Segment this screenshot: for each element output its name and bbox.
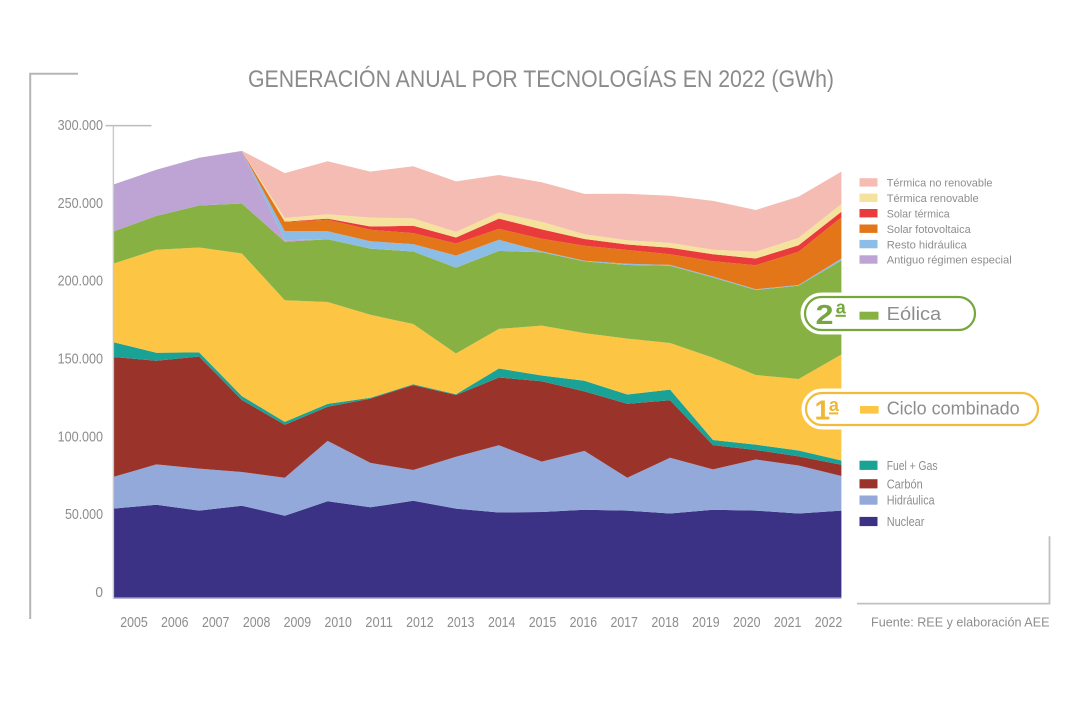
svg-text:Carbón: Carbón bbox=[887, 476, 923, 491]
svg-text:2016: 2016 bbox=[570, 614, 598, 631]
svg-text:2022: 2022 bbox=[815, 614, 843, 631]
svg-text:2: 2 bbox=[816, 299, 834, 330]
svg-text:300.000: 300.000 bbox=[58, 118, 103, 134]
svg-text:2014: 2014 bbox=[488, 614, 516, 631]
svg-text:Solar fotovoltaica: Solar fotovoltaica bbox=[887, 224, 972, 236]
svg-text:2019: 2019 bbox=[692, 614, 720, 631]
svg-text:Fuel + Gas: Fuel + Gas bbox=[887, 458, 938, 473]
svg-text:2007: 2007 bbox=[202, 614, 230, 631]
svg-text:Resto hidráulica: Resto hidráulica bbox=[887, 239, 968, 251]
svg-text:2015: 2015 bbox=[529, 614, 557, 631]
svg-text:50.000: 50.000 bbox=[65, 507, 103, 523]
svg-text:150.000: 150.000 bbox=[58, 352, 103, 368]
svg-text:200.000: 200.000 bbox=[58, 274, 103, 290]
svg-text:2010: 2010 bbox=[324, 614, 352, 631]
svg-text:2006: 2006 bbox=[161, 614, 189, 631]
svg-text:2018: 2018 bbox=[651, 614, 679, 631]
svg-text:a: a bbox=[829, 395, 840, 415]
svg-text:0: 0 bbox=[95, 585, 103, 601]
svg-text:2008: 2008 bbox=[243, 614, 271, 631]
svg-text:2011: 2011 bbox=[365, 614, 393, 631]
svg-text:100.000: 100.000 bbox=[58, 429, 103, 445]
svg-text:a: a bbox=[836, 298, 847, 318]
svg-text:Fuente: REE y elaboración AEE: Fuente: REE y elaboración AEE bbox=[871, 614, 1050, 629]
svg-text:1: 1 bbox=[815, 395, 831, 426]
svg-text:2017: 2017 bbox=[610, 614, 638, 631]
svg-text:Ciclo combinado: Ciclo combinado bbox=[887, 397, 1020, 418]
svg-text:Térmica no renovable: Térmica no renovable bbox=[887, 178, 993, 190]
svg-text:2013: 2013 bbox=[447, 614, 475, 631]
svg-text:Solar térmica: Solar térmica bbox=[887, 208, 951, 220]
svg-text:250.000: 250.000 bbox=[58, 196, 103, 212]
svg-text:2021: 2021 bbox=[774, 614, 802, 631]
svg-text:Eólica: Eólica bbox=[887, 303, 942, 324]
svg-text:Antiguo régimen especial: Antiguo régimen especial bbox=[887, 255, 1012, 267]
svg-text:GENERACIÓN ANUAL POR TECNOLOGÍ: GENERACIÓN ANUAL POR TECNOLOGÍAS EN 2022… bbox=[248, 66, 834, 93]
svg-text:Térmica renovable: Térmica renovable bbox=[887, 193, 979, 205]
svg-text:2020: 2020 bbox=[733, 614, 761, 631]
svg-text:2012: 2012 bbox=[406, 614, 434, 631]
svg-text:Hidráulica: Hidráulica bbox=[887, 493, 936, 508]
svg-text:Nuclear: Nuclear bbox=[887, 514, 925, 529]
svg-text:2005: 2005 bbox=[120, 614, 148, 631]
svg-text:2009: 2009 bbox=[284, 614, 312, 631]
